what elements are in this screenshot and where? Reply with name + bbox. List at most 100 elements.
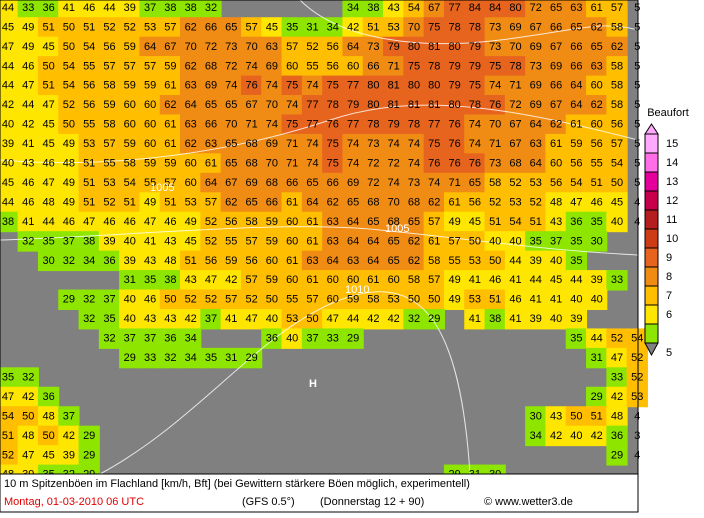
wind-cell — [525, 56, 547, 77]
gust-value: 32 — [164, 352, 176, 364]
gust-value: 52 — [205, 235, 217, 247]
wind-cell — [261, 17, 283, 38]
wind-cell — [484, 95, 506, 116]
gust-value: 57 — [164, 177, 176, 189]
wind-cell — [525, 425, 547, 447]
gust-value: 58 — [611, 80, 623, 92]
wind-cell — [464, 308, 486, 330]
gust-value: 51 — [591, 410, 603, 422]
gust-value: 62 — [591, 21, 603, 33]
wind-cell — [484, 56, 506, 77]
gust-value: 74 — [469, 138, 481, 150]
wind-cell — [139, 114, 161, 135]
gust-value: 60 — [550, 158, 562, 170]
gust-value: 78 — [448, 21, 460, 33]
legend-label: 5 — [666, 347, 672, 359]
wind-cell — [281, 36, 303, 58]
wind-cell — [37, 231, 60, 252]
wind-cell — [403, 308, 425, 330]
gust-value: 59 — [266, 216, 278, 228]
gust-value: 62 — [164, 99, 176, 111]
wind-cell — [423, 153, 445, 174]
gust-value: 29 — [428, 313, 440, 325]
gust-value: 81 — [428, 41, 440, 53]
gust-value: 50 — [611, 177, 623, 189]
wind-cell — [159, 172, 182, 194]
gust-value: 62 — [591, 99, 603, 111]
gust-value: 64 — [530, 158, 542, 170]
gust-value: 65 — [591, 41, 603, 53]
wind-cell — [606, 328, 628, 349]
wind-cell — [423, 308, 445, 330]
gust-value: 57 — [164, 21, 176, 33]
gust-value: 43 — [164, 235, 176, 247]
wind-cell — [240, 289, 263, 310]
wind-cell — [301, 36, 324, 58]
wind-cell — [626, 367, 648, 388]
gust-value: 56 — [327, 41, 339, 53]
wind-cell — [119, 192, 141, 213]
gust-value: 75 — [286, 119, 298, 131]
wind-cell — [342, 114, 364, 135]
wind-cell — [423, 172, 445, 194]
wind-cell — [423, 211, 445, 233]
legend-swatch — [644, 190, 659, 211]
wind-cell — [281, 308, 303, 330]
gust-value: 37 — [144, 2, 156, 14]
wind-cell — [200, 270, 222, 291]
gust-value: 65 — [388, 235, 400, 247]
wind-cell — [119, 36, 141, 58]
gust-value: 46 — [509, 294, 521, 306]
gust-value: 37 — [306, 333, 318, 345]
wind-cell — [565, 133, 588, 155]
gust-value: 42 — [550, 430, 562, 442]
gust-value: 51 — [83, 177, 95, 189]
gust-value: 73 — [489, 41, 501, 53]
gust-value: 70 — [225, 119, 237, 131]
wind-cell — [525, 192, 547, 213]
wind-cell — [180, 95, 202, 116]
gust-value: 63 — [185, 80, 197, 92]
gust-value: 73 — [530, 60, 542, 72]
gust-value: 42 — [591, 430, 603, 442]
gust-value: 75 — [327, 80, 339, 92]
gust-value: 37 — [144, 333, 156, 345]
wind-cell — [220, 36, 242, 58]
gust-value: 53 — [509, 196, 521, 208]
gust-value: 54 — [83, 41, 95, 53]
gust-value: 38 — [2, 216, 14, 228]
wind-cell — [119, 172, 141, 194]
wind-cell — [0, 445, 19, 466]
wind-cell — [383, 75, 405, 97]
gust-value: 52 — [509, 177, 521, 189]
wind-cell — [504, 95, 527, 116]
gust-value: 61 — [591, 2, 603, 14]
gust-value: 60 — [591, 119, 603, 131]
gust-value: 62 — [408, 235, 420, 247]
wind-cell — [545, 133, 567, 155]
gust-value: 60 — [591, 80, 603, 92]
gust-value: 4 — [634, 216, 640, 228]
gust-value: 45 — [550, 274, 562, 286]
gust-value: 39 — [63, 449, 75, 461]
wind-cell — [240, 231, 263, 252]
wind-cell — [403, 192, 425, 213]
gust-value: 67 — [225, 177, 237, 189]
wind-cell — [261, 172, 283, 194]
gust-value: 69 — [509, 21, 521, 33]
wind-cell — [17, 211, 39, 233]
gust-value: 70 — [185, 41, 197, 53]
wind-cell — [423, 250, 445, 272]
gust-value: 35 — [530, 235, 542, 247]
gust-value: 72 — [509, 99, 521, 111]
gust-value: 59 — [347, 294, 359, 306]
gust-value: 31 — [591, 352, 603, 364]
wind-cell — [362, 153, 385, 174]
gust-value: 62 — [611, 41, 623, 53]
wind-cell — [281, 56, 303, 77]
gust-value: 32 — [83, 313, 95, 325]
wind-cell — [504, 133, 527, 155]
gust-value: 43 — [388, 2, 400, 14]
wind-cell — [180, 172, 202, 194]
gust-value: 48 — [611, 410, 623, 422]
